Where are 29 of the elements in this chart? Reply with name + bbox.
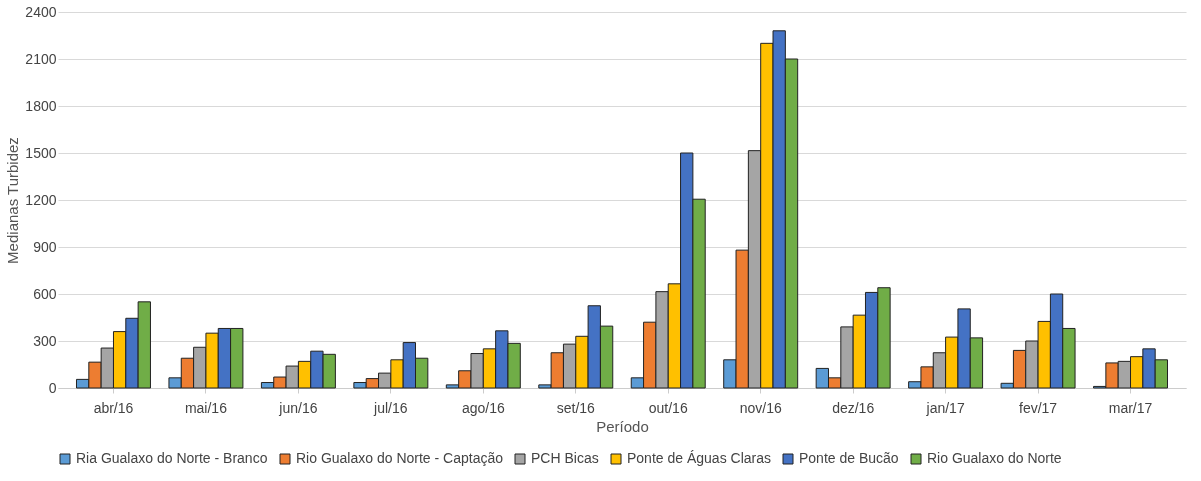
x-tick-label: set/16: [556, 399, 596, 416]
x-tick-label: abr/16: [93, 399, 134, 416]
y-tick-label: 2100: [25, 50, 57, 67]
x-tick-label: jul/16: [373, 399, 408, 416]
x-tick-label: mar/17: [1108, 399, 1153, 416]
x-tick-label: out/16: [648, 399, 688, 416]
y-tick-label: 0: [48, 379, 57, 396]
legend-label: Ponte de Bucão: [799, 450, 899, 466]
x-tick-label: dez/16: [832, 399, 875, 416]
y-axis-title: Medianas Turbidez: [4, 137, 22, 264]
y-tick-label: 1800: [25, 97, 57, 114]
x-tick-label: ago/16: [461, 399, 505, 416]
y-tick-label: 900: [33, 238, 57, 255]
x-axis-title: Período: [596, 417, 649, 435]
legend-label: PCH Bicas: [531, 450, 599, 466]
x-tick-label: mai/16: [184, 399, 228, 416]
x-tick-label: fev/17: [1019, 399, 1058, 416]
x-tick-label: jan/17: [925, 399, 965, 416]
y-tick-label: 300: [33, 332, 57, 349]
legend-label: Ria Gualaxo do Norte - Branco: [76, 450, 268, 466]
y-tick-label: 1500: [25, 144, 57, 161]
x-tick-label: jun/16: [278, 399, 318, 416]
legend-label: Rio Gualaxo do Norte - Captação: [296, 450, 504, 466]
y-tick-label: 2400: [25, 3, 57, 20]
legend-label: Rio Gualaxo do Norte: [927, 450, 1062, 466]
y-tick-label: 600: [33, 285, 57, 302]
legend-label: Ponte de Águas Claras: [627, 450, 771, 466]
y-tick-label: 1200: [25, 191, 57, 208]
x-tick-label: nov/16: [739, 399, 782, 416]
